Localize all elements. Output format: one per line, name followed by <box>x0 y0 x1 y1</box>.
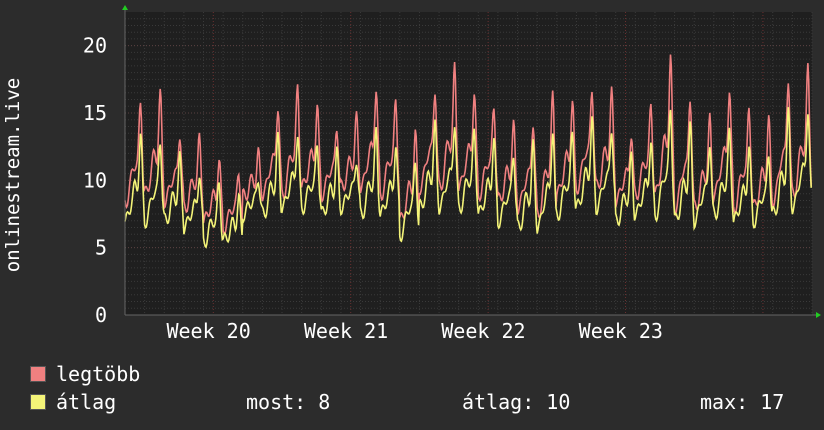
x-tick-label: Week 21 <box>304 319 388 343</box>
y-tick-label: 10 <box>83 168 107 192</box>
x-tick-label: Week 20 <box>166 319 250 343</box>
series-line-avg <box>124 107 812 249</box>
legend-swatch-max <box>30 366 46 382</box>
plot-area <box>125 12 812 315</box>
y-axis-label: onlinestream.live <box>2 77 24 273</box>
x-tick-label: Week 23 <box>579 319 663 343</box>
legend-item-avg: átlag <box>30 390 116 414</box>
series-line-max <box>124 54 812 236</box>
y-tick-label: 5 <box>95 236 107 260</box>
stat-max: max: 17 <box>700 390 785 414</box>
stat-average: átlag: 10 <box>462 390 571 414</box>
stat-now: most: 8 <box>246 390 331 414</box>
x-tick-label: Week 22 <box>441 319 525 343</box>
y-axis-arrow <box>122 5 128 10</box>
y-tick-label: 20 <box>83 34 107 58</box>
legend-swatch-avg <box>30 394 46 410</box>
x-axis-arrow <box>816 312 821 318</box>
y-tick-label: 15 <box>83 101 107 125</box>
legend-label-avg: átlag <box>56 390 117 414</box>
y-tick-label: 0 <box>95 303 107 327</box>
legend-label-max: legtöbb <box>56 362 141 386</box>
legend-item-max: legtöbb <box>30 362 140 386</box>
